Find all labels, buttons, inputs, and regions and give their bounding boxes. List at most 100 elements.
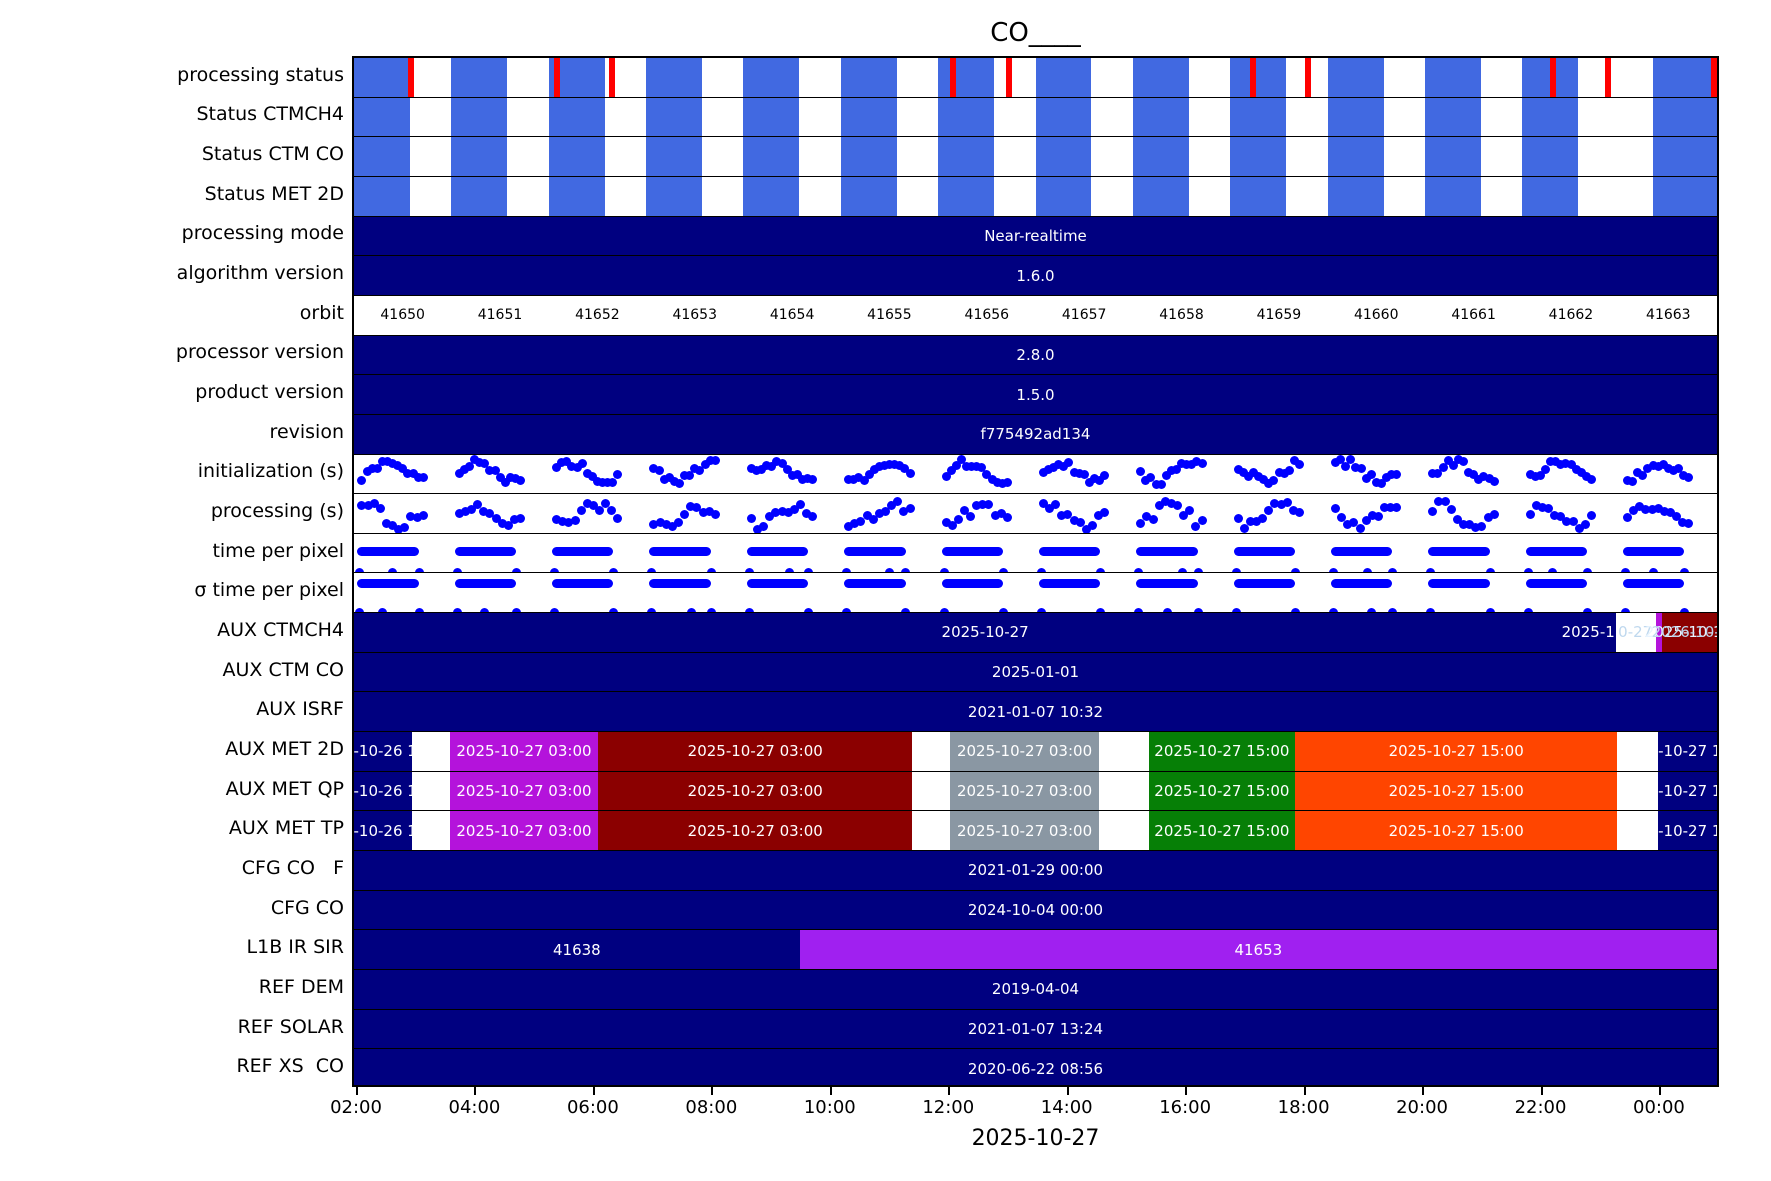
- scatter-dot: [1485, 567, 1495, 573]
- scatter-dot: [459, 464, 469, 474]
- status-block: [840, 137, 897, 176]
- x-tick-label: 18:00: [1277, 1097, 1330, 1118]
- scatter-dot: [388, 567, 398, 573]
- scatter-dot: [587, 472, 597, 482]
- scatter-dot: [1388, 607, 1398, 613]
- scatter-dot: [1330, 504, 1340, 514]
- segment-value: 2025-10-27 03:00: [687, 782, 823, 801]
- status-block: [646, 58, 703, 97]
- status-block: [840, 58, 897, 97]
- segment: 2025-10-27 03:00: [950, 811, 1099, 851]
- scatter-dot: [388, 520, 398, 530]
- scatter-dot: [363, 501, 373, 511]
- scatter-dot: [598, 477, 608, 487]
- status-block: [938, 137, 995, 176]
- segment: [912, 771, 951, 811]
- scatter-dot: [1684, 518, 1694, 528]
- segment: 2025-10-27 15:00: [1148, 771, 1296, 811]
- scatter-dot: [692, 502, 702, 512]
- scatter-dot: [1290, 567, 1300, 573]
- scatter-dot: [842, 607, 852, 613]
- scatter-dash: [844, 578, 906, 588]
- scatter-dot: [1582, 607, 1592, 613]
- status-block: [451, 176, 508, 216]
- row-orbit: 41650 41651 41652 41653 41654 41655 41656 41657…: [354, 295, 1717, 336]
- segment: 2025-10-27 03:00: [598, 811, 913, 851]
- scatter-dot: [1541, 465, 1551, 475]
- scatter-dot: [1551, 457, 1561, 467]
- scatter-dot: [1621, 567, 1630, 573]
- scatter-dot: [1274, 468, 1284, 478]
- scatter-dot: [746, 464, 756, 474]
- scatter-dot: [1658, 459, 1668, 469]
- scatter-dot: [654, 466, 664, 476]
- status-block: [1327, 176, 1384, 216]
- scatter-dash: [1330, 578, 1393, 588]
- scatter-dot: [1465, 520, 1475, 530]
- row-product-version: 1.5.0: [354, 375, 1717, 415]
- status-block: [354, 176, 410, 216]
- segment-value: 2025-10-27 03:00: [956, 742, 1093, 761]
- scatter-dot: [972, 462, 982, 472]
- scatter-dot: [757, 464, 767, 474]
- scatter-dot: [613, 469, 623, 479]
- scatter-dot: [1459, 457, 1468, 467]
- scatter-dot: [680, 510, 690, 520]
- scatter-dot: [398, 463, 408, 473]
- scatter-dot: [495, 472, 505, 482]
- scatter-dot: [588, 501, 598, 511]
- scatter-dash: [649, 578, 711, 588]
- row-aux-met-2d: 2025-10-26 15:00 2025-10-27 03:00 2025-10-…: [354, 732, 1717, 772]
- scatter-dash: [649, 547, 711, 557]
- scatter-dot: [1452, 514, 1462, 524]
- scatter-dot: [1142, 511, 1152, 521]
- scatter-dot: [1659, 507, 1669, 517]
- status-block: [840, 176, 897, 216]
- row-cfg-co-f: 2021-01-29 00:00: [354, 851, 1717, 891]
- row-label-aux-ctm-co: AUX CTM CO: [222, 658, 345, 681]
- scatter-dot: [1446, 504, 1456, 514]
- scatter-dot: [1547, 567, 1557, 573]
- scatter-dot: [710, 456, 720, 466]
- scatter-dot: [1571, 464, 1581, 474]
- scatter-dot: [1094, 510, 1104, 520]
- scatter-dot: [1489, 477, 1499, 487]
- scatter-dash: [1428, 578, 1490, 588]
- scatter-dot: [1489, 510, 1499, 520]
- scatter-dot: [1044, 465, 1054, 475]
- scatter-dot: [1276, 500, 1286, 510]
- scatter-dot: [647, 567, 657, 573]
- segment-value: 2025-10-27 15:00: [1154, 742, 1290, 761]
- scatter-dot: [777, 459, 787, 469]
- x-tick: [356, 1087, 358, 1095]
- scatter-dot: [1633, 467, 1643, 477]
- scatter-dot: [1069, 515, 1079, 525]
- scatter-dot: [1653, 462, 1663, 472]
- segment-value: 2025-10-27: [941, 623, 1029, 642]
- scatter-dot: [1674, 463, 1684, 473]
- scatter-dot: [1483, 513, 1493, 523]
- segment-value: 2025-10-27 15:00: [1154, 821, 1290, 840]
- scatter-dot: [1182, 460, 1192, 470]
- scatter-dot: [744, 567, 754, 573]
- scatter-dot: [744, 607, 754, 613]
- scatter-dot: [372, 464, 382, 474]
- segment: Near-realtime: [354, 216, 1717, 256]
- error-marker: [1006, 58, 1012, 97]
- row-label-ref-dem: REF DEM: [258, 975, 344, 998]
- scatter-dot: [550, 567, 560, 573]
- segment-value: 2025-10-27 15:00: [1388, 782, 1524, 801]
- scatter-dot: [1258, 514, 1268, 524]
- scatter-dot: [1156, 479, 1166, 489]
- scatter-dot: [1154, 501, 1164, 511]
- scatter-dot: [414, 567, 424, 573]
- scatter-dot: [1566, 460, 1576, 470]
- scatter-dot: [1197, 515, 1207, 525]
- scatter-dot: [516, 475, 526, 485]
- scatter-dash: [1623, 547, 1685, 557]
- scatter-dot: [901, 567, 911, 573]
- scatter-dot: [382, 457, 392, 466]
- scatter-dot: [1245, 516, 1255, 526]
- scatter-dot: [480, 459, 490, 469]
- segment: 2025-10-27 15:00: [1658, 811, 1717, 851]
